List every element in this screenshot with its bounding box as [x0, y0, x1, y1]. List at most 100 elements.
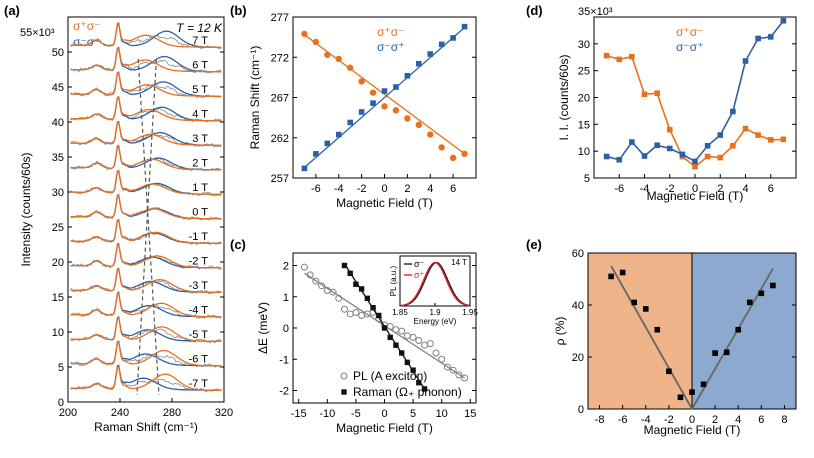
- panel-a-trend-sp-sm: [136, 58, 157, 396]
- panel-a-xtick-label: 320: [215, 407, 233, 419]
- panel-b-point-0: [449, 154, 457, 162]
- panel-c-inset-legend-sp: σ⁺: [414, 270, 425, 280]
- panel-c-xtick-label: -5: [351, 408, 361, 420]
- panel-a-fit-sp-sm: [70, 292, 222, 318]
- panel-e-ytick-label: 20: [572, 352, 584, 364]
- panel-e-xtick-label: -2: [664, 414, 674, 426]
- panel-a-ytick-label: 20: [52, 257, 64, 269]
- panel-c-point-0: [352, 308, 360, 316]
- panel-e-point: [735, 326, 742, 333]
- panel-c-xtick-label: 0: [381, 408, 387, 420]
- panel-e-point: [758, 290, 765, 297]
- panel-c-point-0: [312, 277, 320, 285]
- panel-b-xtick-label: 0: [381, 183, 387, 195]
- panel-e-xlabel: Magnetic Field (T): [644, 423, 741, 437]
- panel-c-point-1: [404, 359, 411, 366]
- panel-b-xtick-label: 6: [450, 183, 456, 195]
- panel-e-point: [608, 273, 614, 280]
- panel-c-ytick-label: 2: [283, 261, 289, 273]
- panel-c-point-0: [318, 282, 326, 290]
- panel-d-point-0: [730, 143, 736, 149]
- panel-d-point-0: [654, 90, 660, 97]
- panel-d-point-0: [755, 132, 761, 138]
- panel-b-xtick-label: 4: [427, 183, 433, 195]
- panel-a-field-label: -6 T: [189, 354, 209, 366]
- panel-d-point-0: [616, 56, 623, 63]
- panel-e-xtick-label: 2: [712, 414, 718, 426]
- panel-b-point-1: [301, 165, 308, 172]
- panel-b-legend-0: σ⁺σ⁻: [377, 25, 404, 39]
- panel-b-point-0: [415, 121, 423, 129]
- panel-a-xtick-label: 200: [59, 407, 77, 419]
- panel-c-ytick-label: -1: [279, 354, 289, 366]
- panel-d-point-1: [717, 132, 724, 138]
- panel-a-field-label: -2 T: [189, 256, 209, 268]
- panel-b-xtick-label: -2: [357, 183, 367, 195]
- panel-d-xtick-label: 2: [717, 183, 723, 195]
- panel-b-ytick-label: 277: [271, 12, 289, 24]
- panel-b-xtick-label: 2: [404, 183, 410, 195]
- panel-d-xtick-label: 0: [692, 183, 698, 195]
- panel-c-ytick-label: -2: [279, 386, 289, 398]
- panel-d-point-1: [654, 142, 660, 149]
- panel-c-point-1: [421, 386, 428, 392]
- panel-c-point-1: [393, 342, 399, 348]
- panel-b-point-0: [461, 150, 468, 158]
- panel-b-point-0: [335, 55, 342, 63]
- panel-b-point-0: [381, 103, 388, 110]
- panel-d: -6 -4 -2 0 2 4 6 5 10 15 20 25 30 Magnetic Field (T) I…: [526, 3, 797, 203]
- panel-d-point-0: [767, 137, 774, 143]
- panel-d-point-0: [603, 52, 610, 59]
- panel-c-point-1: [398, 350, 405, 356]
- panel-c-ylabel: ΔE (meV): [256, 302, 270, 354]
- panel-b: -6 -4 -2 0 2 4 6 257 262 267 272 277 Magnetic Field …: [230, 3, 477, 210]
- panel-c-ytick-label: 0: [283, 323, 289, 335]
- panel-d-ytick-label: 10: [578, 146, 590, 158]
- panel-a-legend-sp-sm: σ⁺σ⁻: [73, 19, 100, 33]
- panel-e-point: [689, 389, 695, 395]
- panel-d-point-1: [730, 108, 736, 115]
- panel-a-ytick-label: 10: [52, 327, 64, 339]
- panel-d-ytick-label: 25: [578, 66, 590, 78]
- panel-a-label: (a): [4, 3, 20, 18]
- panel-b-xlabel: Magnetic Field (T): [336, 196, 433, 210]
- panel-b-point-1: [358, 109, 365, 115]
- panel-e-xtick-label: -6: [618, 414, 628, 426]
- panel-d-ylabel: I. I. (counts/60s): [557, 54, 571, 140]
- panel-c-xtick-label: -10: [319, 408, 335, 420]
- panel-e-point: [631, 299, 638, 306]
- panel-a-field-label: 7 T: [192, 35, 208, 47]
- panel-a-fit-sp-sm: [70, 341, 222, 367]
- panel-b-fit-line-1: [303, 27, 466, 168]
- panel-b-xtick-label: -4: [334, 183, 344, 195]
- panel-e-bg-positive: [692, 253, 796, 409]
- panel-b-ytick-label: 262: [271, 133, 289, 145]
- panel-c-legend-1: Raman (Ω₊ phonon): [353, 385, 462, 399]
- panel-b-ytick-label: 272: [271, 52, 289, 64]
- panel-b-point-0: [324, 51, 331, 59]
- panel-e-label: (e): [526, 237, 542, 252]
- panel-c-inset-xtick-label: 1.85: [392, 308, 408, 317]
- panel-c-point-1: [376, 312, 382, 319]
- panel-c-inset-curve-sp: [399, 261, 471, 307]
- panel-b-xtick-label: -6: [311, 183, 321, 195]
- panel-d-point-0: [742, 125, 749, 132]
- panel-a-field-label: 4 T: [192, 109, 208, 121]
- panel-d-y-multiplier: 35×10³: [578, 6, 613, 18]
- panel-e-ytick-label: 0: [578, 404, 584, 416]
- panel-a-ytick-label: 30: [52, 187, 64, 199]
- panel-d-point-0: [704, 153, 711, 160]
- panel-c-inset-ylabel: PL (a.u.): [389, 265, 398, 296]
- panel-b-point-1: [370, 100, 376, 106]
- panel-e-ylabel: ρ (%): [553, 317, 567, 346]
- panel-c-inset-field: 14 T: [451, 258, 467, 267]
- panel-c-point-0: [426, 340, 434, 348]
- panel-b-point-1: [335, 131, 342, 138]
- panel-c-xtick-label: -15: [291, 408, 307, 420]
- panel-c-point-0: [306, 271, 314, 279]
- panel-b-point-1: [404, 72, 411, 79]
- panel-b-ytick-label: 267: [271, 93, 289, 105]
- panel-d-xtick-label: -4: [640, 183, 650, 195]
- panel-a-fit-sp-sm: [70, 267, 222, 294]
- panel-b-point-0: [438, 144, 445, 151]
